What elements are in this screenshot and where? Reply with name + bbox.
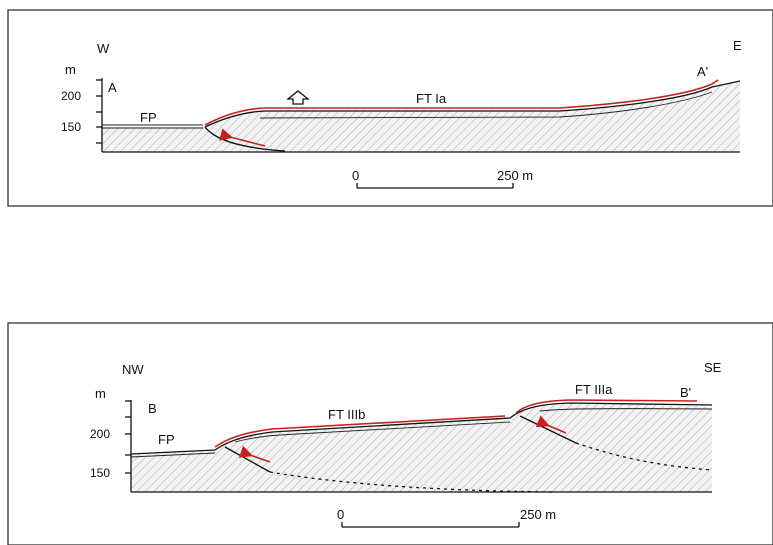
substrate-hatch <box>102 127 285 152</box>
scale-bar: 0 250 m <box>352 168 533 189</box>
fault-trace-surface <box>214 415 506 448</box>
tick-label: 200 <box>61 89 81 103</box>
tick-label: 150 <box>90 466 110 480</box>
slip-arrow <box>219 128 266 147</box>
terrace-base <box>539 408 713 412</box>
inferred-fault <box>269 471 556 493</box>
scale-start: 0 <box>337 507 344 522</box>
terrace-deposit <box>214 402 713 451</box>
axis-unit: m <box>65 62 76 77</box>
direction-left: W <box>97 41 110 56</box>
label-floodplain: FP <box>158 432 175 447</box>
point-right: A' <box>697 64 708 79</box>
fault-plane <box>519 415 577 444</box>
y-axis <box>96 78 103 152</box>
inferred-fault <box>575 442 713 471</box>
slip-arrow <box>535 415 567 434</box>
scale-bar: 0 250 m <box>337 507 556 528</box>
terrace-deposit <box>204 80 741 128</box>
axis-unit: m <box>95 386 106 401</box>
cross-section-b: NW SE m B B' 200 150 FP FT IIIb FT IIIa … <box>7 322 773 545</box>
fault-trace-surface <box>515 399 698 414</box>
panel-frame <box>7 9 773 207</box>
tick-label: 200 <box>90 427 110 441</box>
cross-section-a: W E m A A' 200 150 FP FT Ia 0 250 m <box>7 9 773 207</box>
floodplain-layer <box>130 452 216 458</box>
point-right: B' <box>680 385 691 400</box>
tick-label: 150 <box>61 120 81 134</box>
fault-plane <box>204 126 286 152</box>
uplift-arrow <box>286 90 310 105</box>
slip-arrow <box>238 445 271 463</box>
y-axis <box>125 400 132 492</box>
terrace-base <box>259 91 713 119</box>
floodplain-layer <box>130 449 216 455</box>
scale-end: 250 m <box>520 507 556 522</box>
fault-plane <box>224 446 271 473</box>
scale-end: 250 m <box>497 168 533 183</box>
scale-start: 0 <box>352 168 359 183</box>
label-floodplain: FP <box>140 110 157 125</box>
direction-right: SE <box>704 360 722 375</box>
terrace-base <box>234 421 511 443</box>
point-left: A <box>108 80 117 95</box>
panel-frame <box>7 322 773 545</box>
fault-trace-surface <box>204 79 719 126</box>
direction-left: NW <box>122 362 144 377</box>
direction-right: E <box>733 38 742 53</box>
label-terrace: FT Ia <box>416 91 447 106</box>
label-terrace-iiib: FT IIIb <box>328 407 365 422</box>
substrate-hatch <box>131 403 712 492</box>
point-left: B <box>148 401 157 416</box>
label-terrace-iiia: FT IIIa <box>575 382 613 397</box>
